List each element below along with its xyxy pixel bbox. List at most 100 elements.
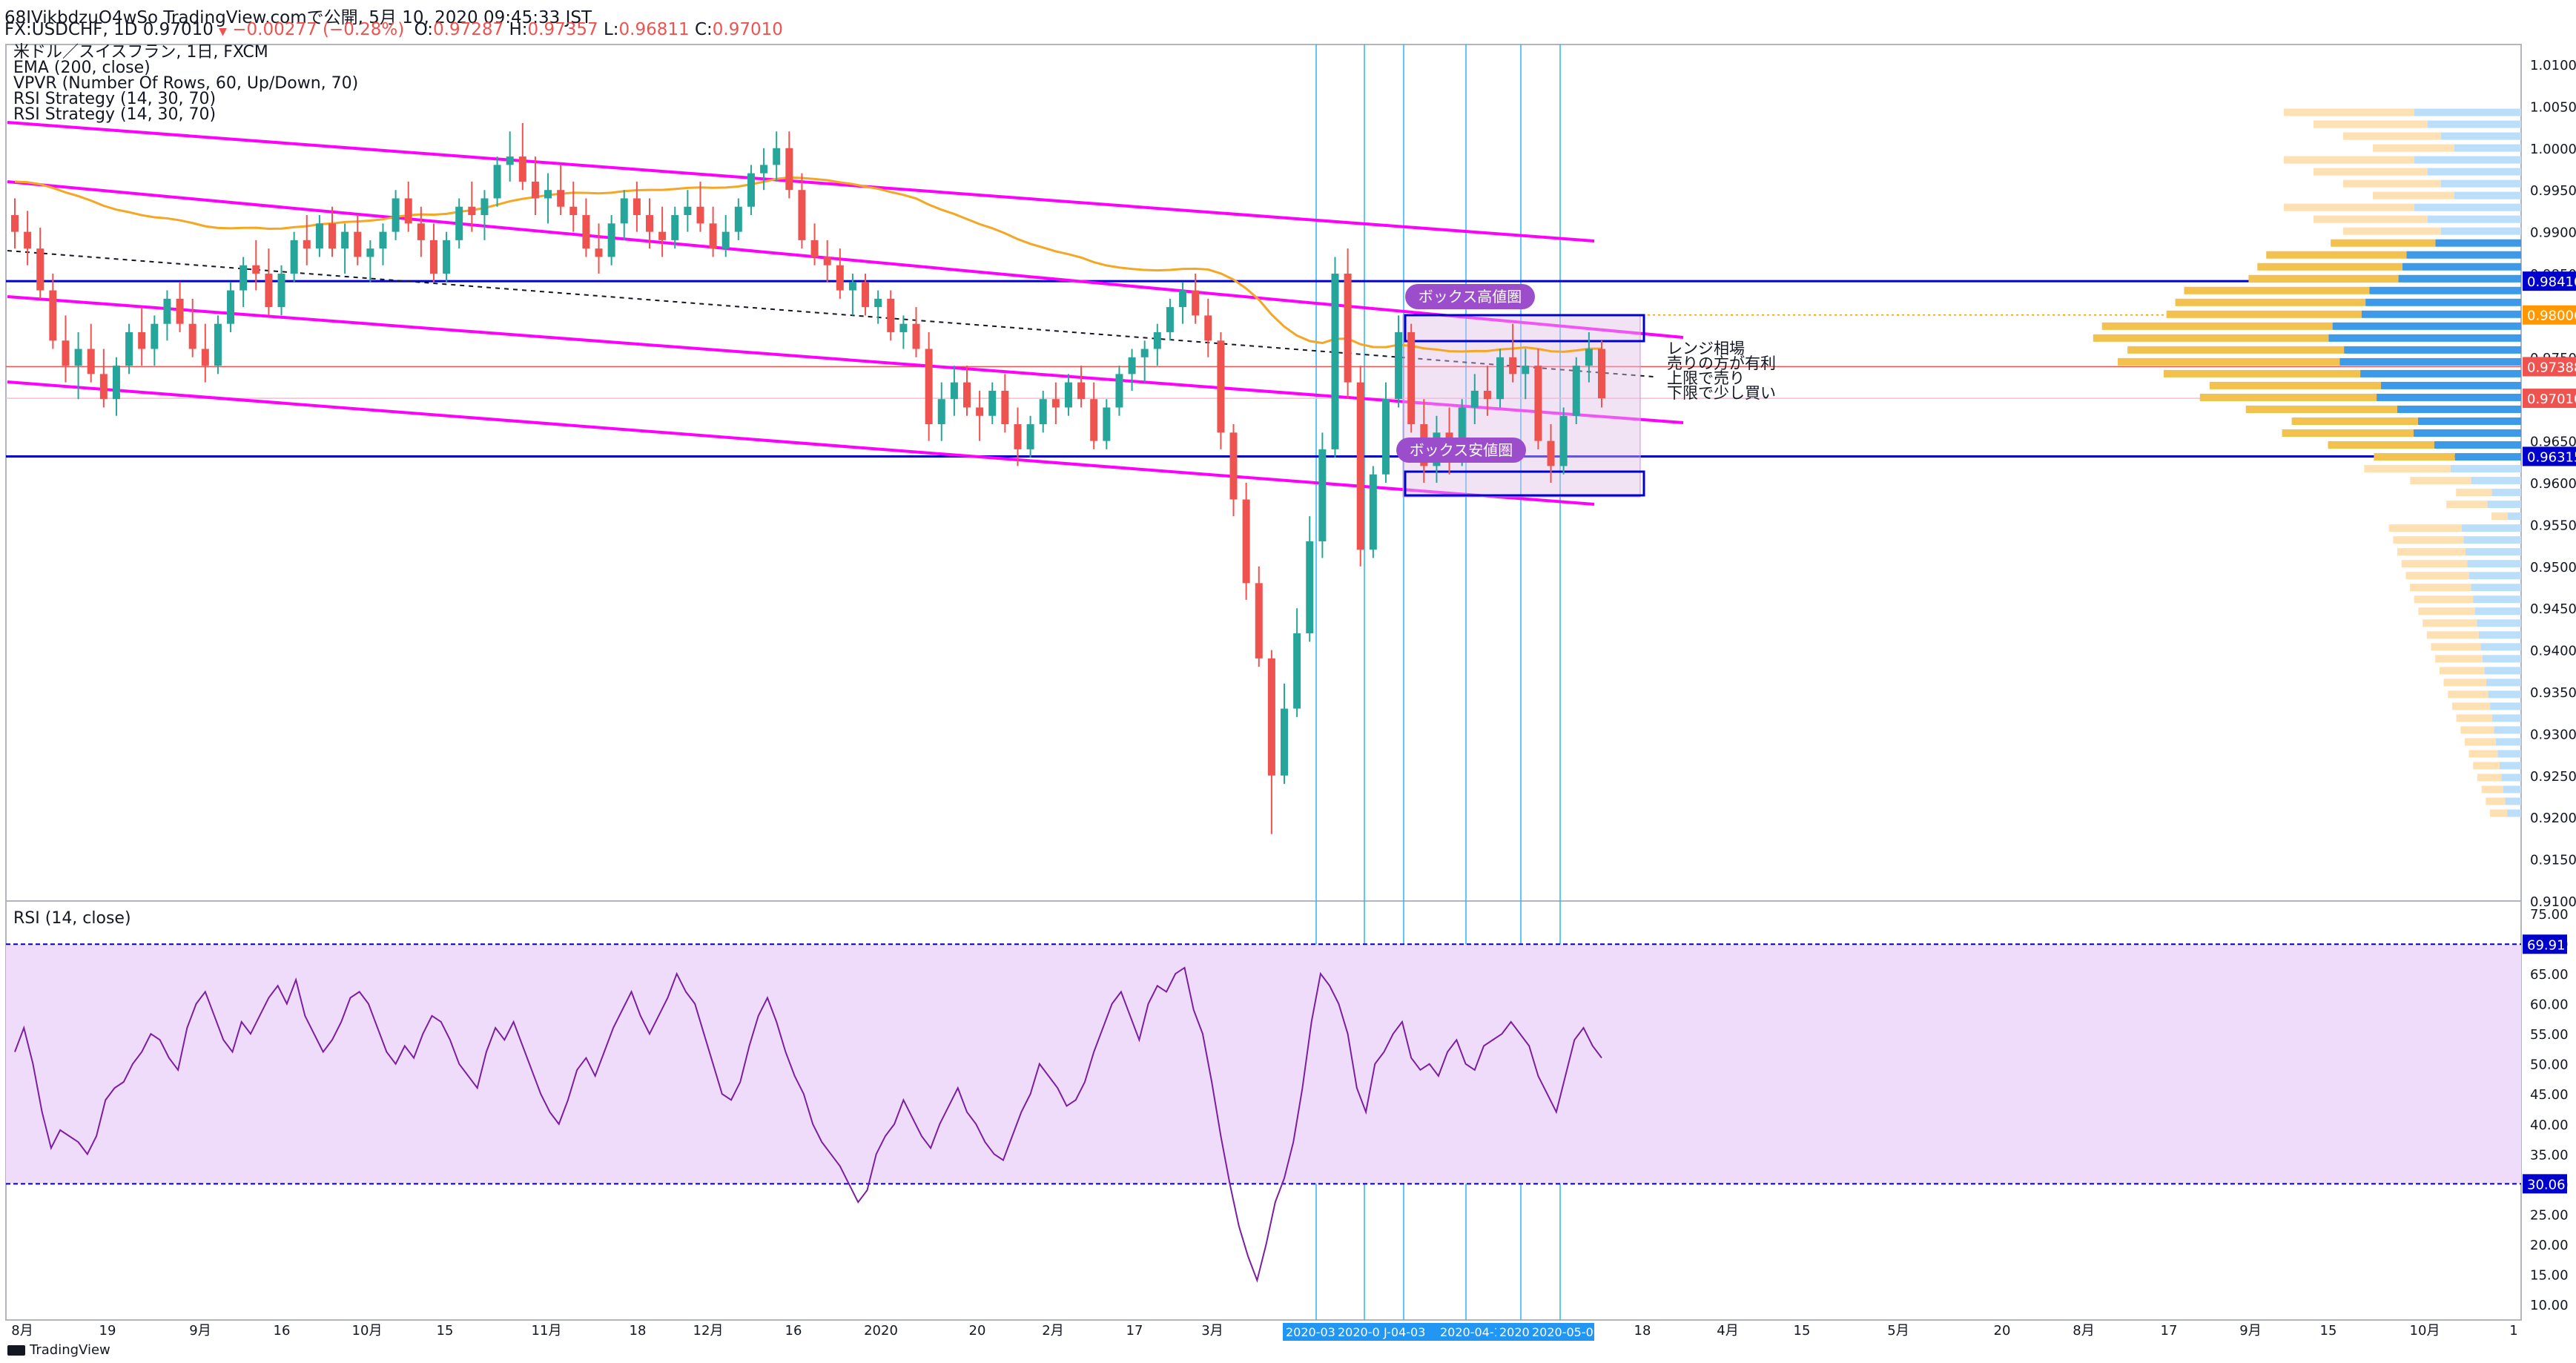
candle-body: [544, 190, 552, 199]
candle: [493, 156, 501, 207]
volume-profile-up-bar: [2406, 251, 2521, 259]
candle: [1255, 566, 1263, 667]
legend-symbol[interactable]: 米ドル／スイスフラン, 1日, FXCM: [13, 43, 268, 62]
volume-profile-down-bar: [2284, 156, 2414, 164]
date-marker-bg: [1283, 1323, 1335, 1341]
volume-profile-up-bar: [2499, 762, 2521, 770]
candle: [468, 181, 476, 232]
candle-body: [887, 298, 895, 332]
candle-body: [798, 190, 806, 240]
candle-body: [684, 206, 692, 216]
candle: [36, 227, 44, 299]
volume-profile-down-bar: [2418, 607, 2475, 616]
legend-ema[interactable]: EMA (200, close): [13, 59, 151, 77]
volume-profile-down-bar: [2127, 346, 2345, 354]
range-note-line: 上限で売り: [1667, 369, 1745, 387]
volume-profile-down-bar: [2486, 797, 2506, 805]
candle-body: [1217, 340, 1225, 433]
candle: [1166, 298, 1174, 341]
candle-body: [1204, 315, 1212, 341]
candle-body: [620, 198, 628, 224]
candle: [646, 198, 653, 249]
volume-profile-up-bar: [2507, 809, 2521, 817]
candle-body: [658, 231, 667, 240]
volume-profile-down-bar: [2435, 655, 2483, 663]
volume-profile-down-bar: [2373, 191, 2454, 199]
rsi-pane-title[interactable]: RSI (14, close): [13, 909, 131, 928]
volume-profile-down-bar: [2443, 679, 2486, 687]
time-tick-label: 19: [99, 1323, 116, 1339]
tradingview-logo: TradingView: [7, 1342, 110, 1358]
time-tick-label: 1: [2509, 1323, 2517, 1339]
volume-profile-up-bar: [2465, 548, 2521, 556]
candle-body: [760, 165, 768, 174]
volume-profile-up-bar: [2473, 595, 2521, 604]
candle-body: [417, 223, 425, 240]
candle: [112, 357, 120, 416]
footer-brand: TradingView: [30, 1342, 110, 1358]
volume-profile-up-bar: [2414, 156, 2521, 164]
volume-profile-down-bar: [2118, 357, 2340, 366]
candle: [912, 307, 920, 357]
volume-profile-up-bar: [2484, 667, 2521, 675]
candle-body: [1395, 331, 1403, 400]
candle-body: [1306, 541, 1314, 634]
candle: [709, 206, 717, 257]
date-marker-bg: [1437, 1323, 1502, 1341]
legend-rsi-strategy-2[interactable]: RSI Strategy (14, 30, 70): [13, 105, 217, 124]
volume-profile-down-bar: [2405, 572, 2469, 580]
candle: [1407, 323, 1416, 433]
candle-body: [595, 248, 603, 257]
legend-rsi-strategy[interactable]: RSI Strategy (14, 30, 70): [13, 90, 217, 108]
volume-profile-up-bar: [2441, 132, 2521, 140]
candle-body: [963, 382, 971, 408]
volume-profile-up-bar: [2487, 501, 2521, 509]
candle: [74, 331, 82, 400]
volume-profile-up-bar: [2365, 298, 2521, 306]
volume-profile-down-bar: [2101, 322, 2333, 330]
rsi-tick-label: 75.00: [2530, 907, 2569, 923]
legend-vpvr[interactable]: VPVR (Number Of Rows, 60, Up/Down, 70): [13, 74, 359, 93]
volume-profile-down-bar: [2284, 108, 2414, 116]
candle: [848, 274, 856, 316]
candle-body: [1534, 366, 1542, 441]
volume-profile-up-bar: [2503, 785, 2521, 793]
candle: [1369, 466, 1377, 558]
volume-profile-down-bar: [2175, 298, 2366, 306]
volume-profile-down-bar: [2423, 619, 2477, 627]
candle-body: [1381, 399, 1390, 475]
candle: [1090, 382, 1098, 449]
volume-profile-down-bar: [2314, 215, 2428, 223]
candle: [429, 223, 437, 283]
volume-profile-down-bar: [2397, 548, 2466, 556]
candle-body: [303, 240, 311, 249]
volume-profile-down-bar: [2343, 227, 2441, 235]
volume-profile-up-bar: [2441, 179, 2521, 188]
low-label: L:: [603, 20, 619, 39]
candle: [252, 240, 260, 291]
candle-body: [1153, 331, 1161, 349]
tradingview-icon: [7, 1345, 25, 1356]
candle-body: [862, 282, 870, 308]
candle: [49, 274, 57, 349]
candle: [290, 231, 298, 283]
candle-body: [557, 190, 565, 207]
candle-body: [1509, 357, 1517, 374]
range-note-line: レンジ相場: [1667, 340, 1745, 357]
candle: [684, 190, 692, 232]
candle-body: [518, 156, 526, 182]
price-highlight-bg: [2523, 446, 2576, 466]
time-tick-label: 17: [2161, 1323, 2178, 1339]
candle-body: [493, 165, 501, 199]
candle: [1217, 331, 1225, 449]
volume-profile-down-bar: [2199, 393, 2377, 401]
volume-profile-down-bar: [2473, 762, 2500, 770]
candle-body: [265, 274, 273, 308]
volume-profile-up-bar: [2488, 690, 2521, 699]
